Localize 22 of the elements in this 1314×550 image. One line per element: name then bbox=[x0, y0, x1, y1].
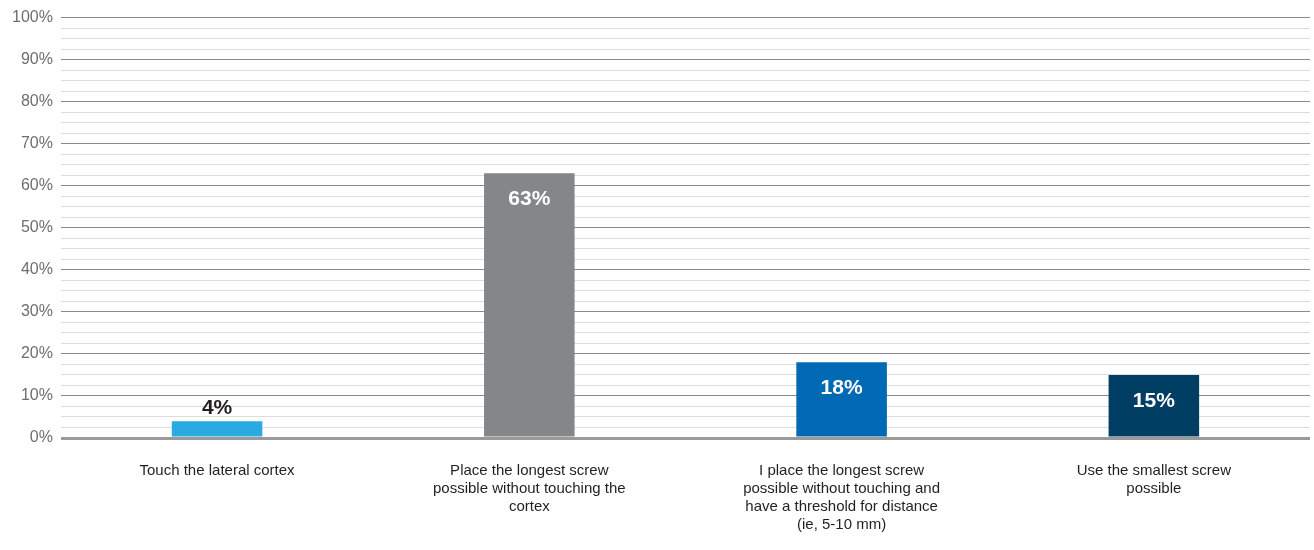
data-label: 15% bbox=[1132, 387, 1176, 411]
data-label: 63% bbox=[508, 185, 551, 209]
bar bbox=[1108, 374, 1200, 437]
y-tick-label: 0% bbox=[29, 428, 53, 446]
y-tick-label: 20% bbox=[20, 344, 53, 362]
data-label: 18% bbox=[820, 375, 863, 399]
y-tick-label: 10% bbox=[20, 386, 53, 404]
y-tick-label: 70% bbox=[20, 134, 53, 152]
x-tick-label: Place the longest screw possible without touching the cortex bbox=[433, 461, 626, 515]
y-tick-label: 80% bbox=[20, 92, 53, 110]
y-tick-label: 100% bbox=[12, 8, 53, 26]
y-tick-label: 30% bbox=[20, 302, 53, 320]
x-tick-label: I place the longest screw possible without touching and have a threshold for distance (ie, 5-10 mm) bbox=[743, 461, 940, 533]
y-tick-label: 90% bbox=[20, 50, 53, 68]
y-tick-label: 40% bbox=[20, 260, 53, 278]
y-tick-label: 50% bbox=[20, 218, 53, 236]
bar bbox=[796, 362, 887, 437]
y-tick-label: 60% bbox=[20, 176, 53, 194]
bar bbox=[171, 421, 263, 437]
data-label: 4% bbox=[201, 395, 233, 419]
x-tick-label: Use the smallest screw possible bbox=[1076, 461, 1232, 497]
x-tick-label: Touch the lateral cortex bbox=[139, 461, 296, 479]
